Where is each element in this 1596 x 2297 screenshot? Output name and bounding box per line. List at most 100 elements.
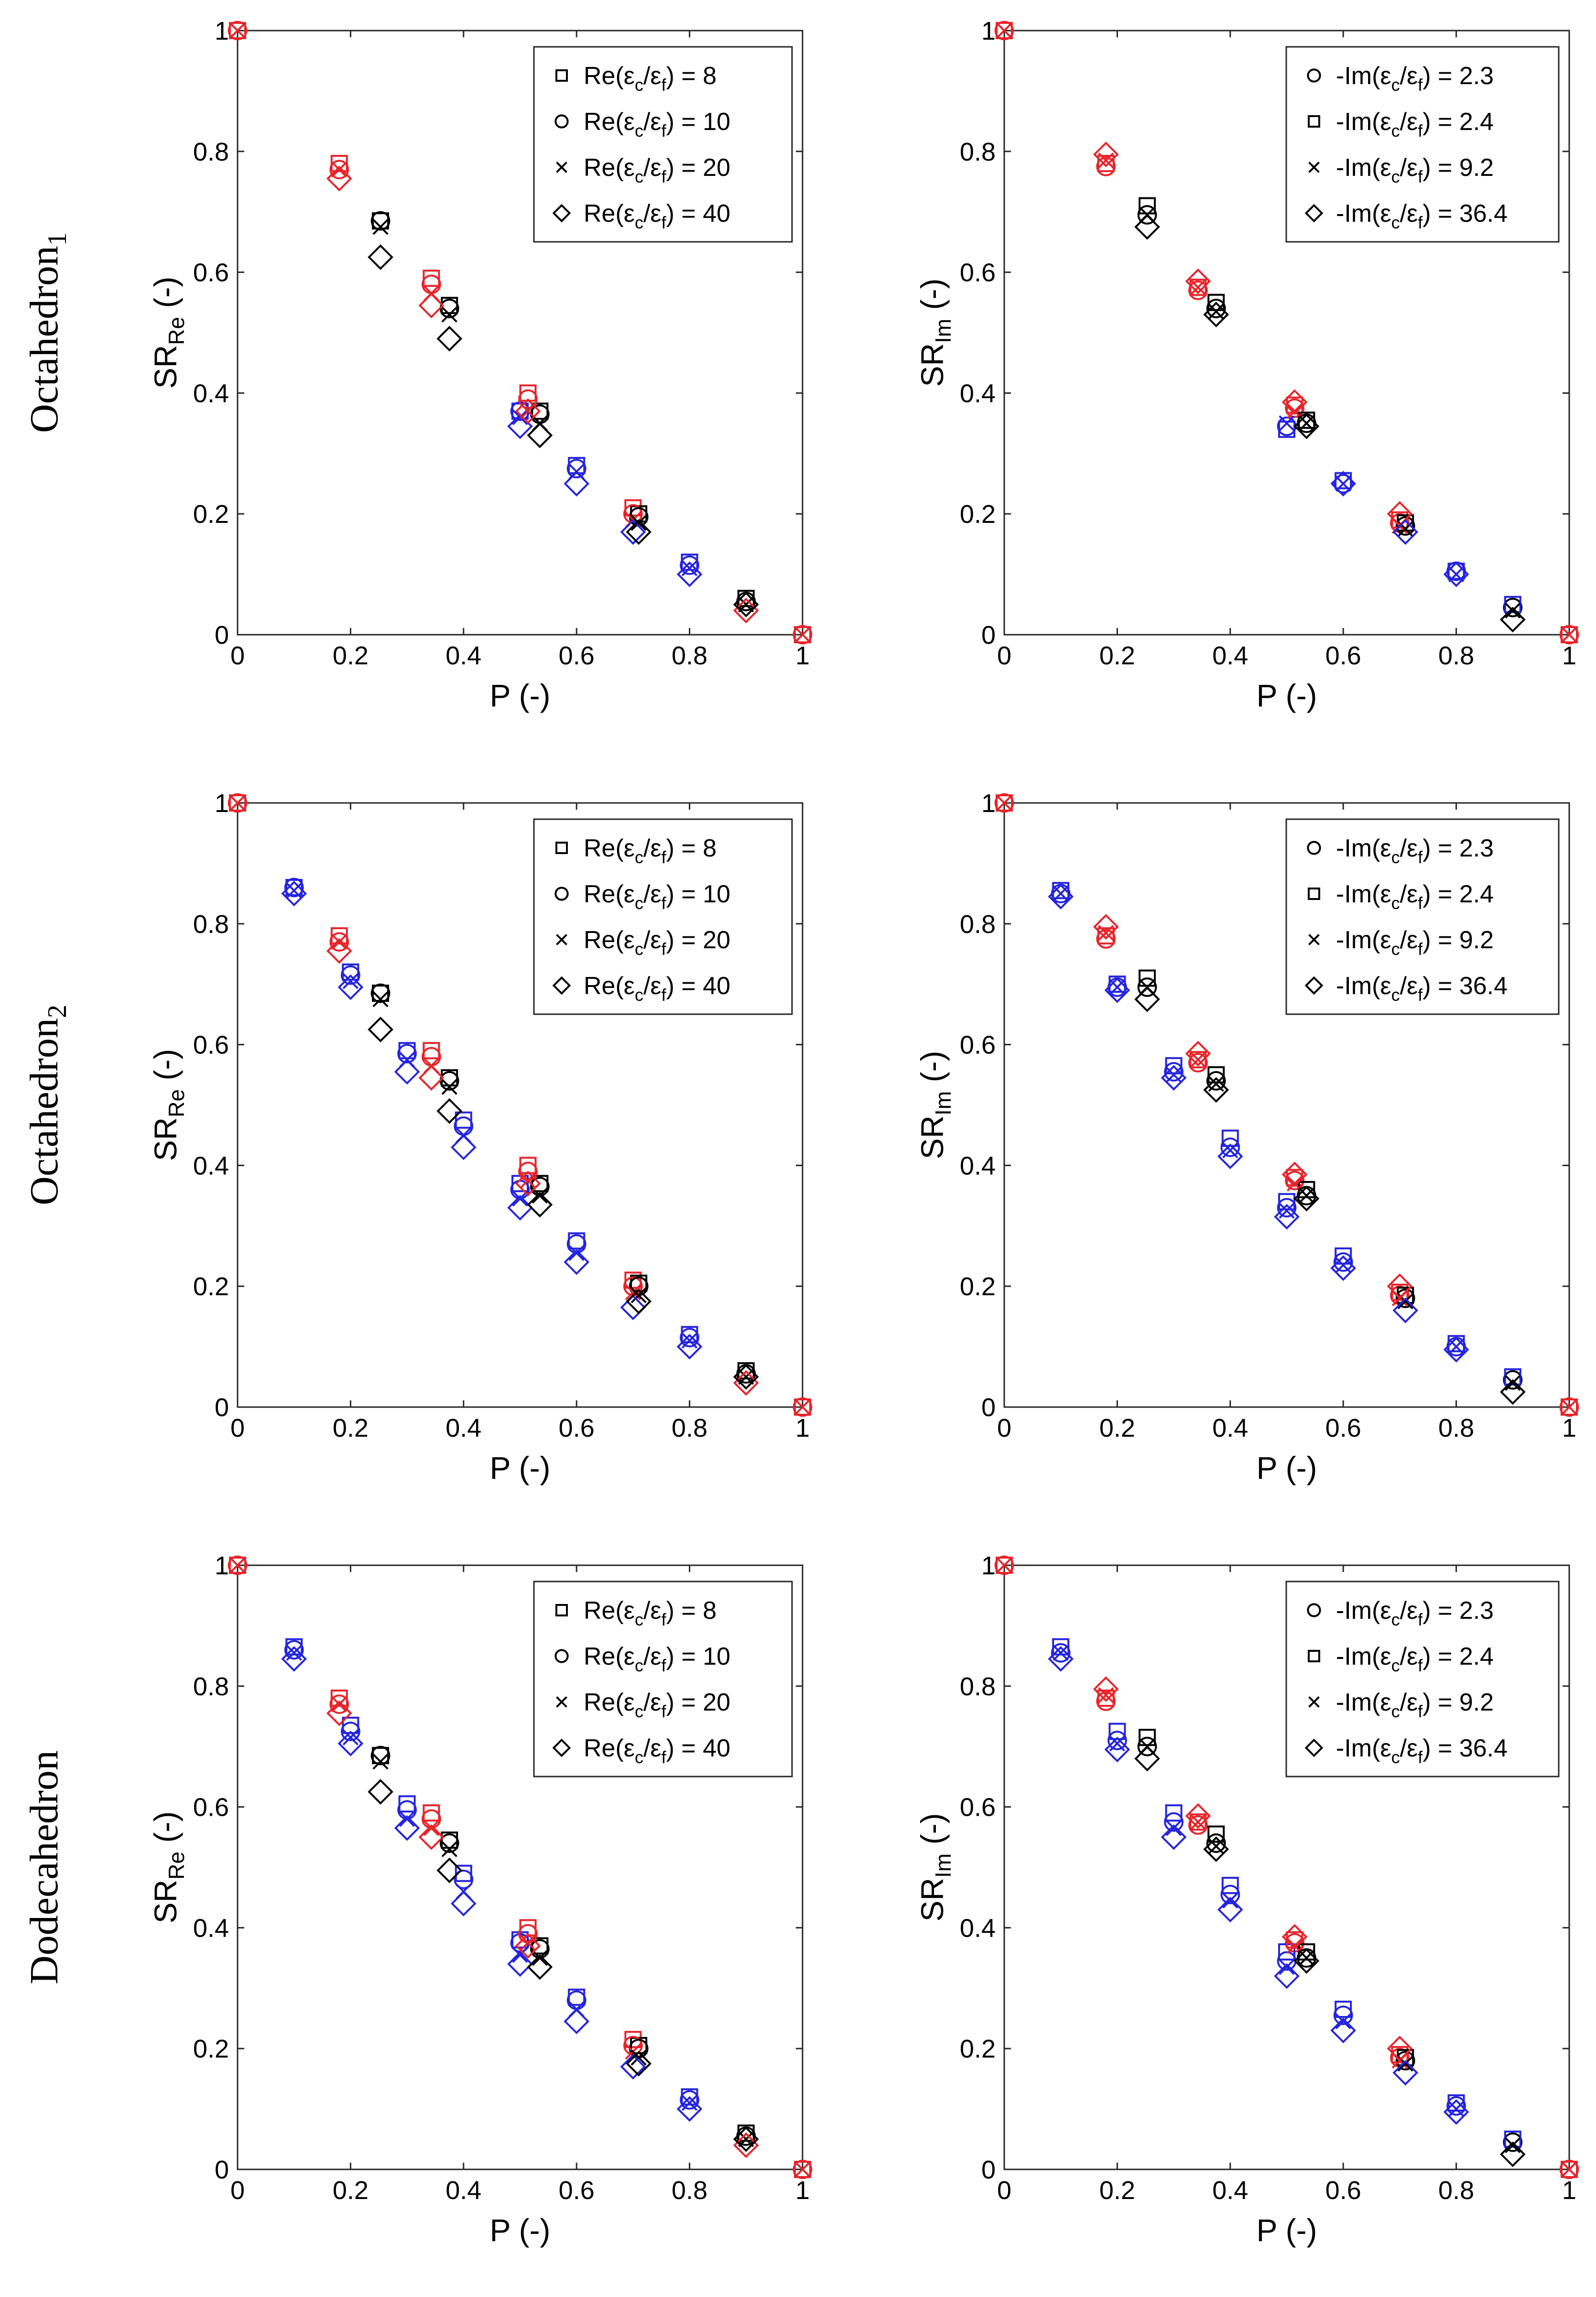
legend-text-subscript: c [1391,1701,1400,1721]
legend-text-mid: /ε [643,108,662,136]
data-point-x [1279,1959,1295,1975]
legend-entry: -Im(εc/εf) = 2.3 [1336,834,1494,867]
legend-text-subscript: c [1391,985,1400,1005]
data-point-diamond [1499,607,1526,633]
legend-text-subscript: f [1418,939,1423,959]
legend-text-suffix: ) = 10 [666,1643,730,1670]
legend-text-subscript: c [1391,1747,1400,1767]
legend-text-prefix: Re(ε [584,1597,635,1625]
data-point-x [286,1645,302,1661]
data-point-diamond [564,1249,590,1275]
data-point-circle [1137,205,1157,225]
legend-text-subscript: c [635,1701,643,1721]
legend-text-mid: /ε [643,154,662,182]
y-axis-label-subscript: Re [164,1852,189,1880]
data-point-diamond [394,1059,420,1085]
data-point-square [1278,421,1295,438]
chart-panel-1: 0 0.2 0.4 0.6 0.8 1 0 0.2 0.4 0.6 0.8 1 P (-) SRRe (-… [148,17,813,713]
data-point-x [1098,152,1114,169]
data-point-diamond [676,2096,703,2122]
data-point-x [229,1557,246,1573]
x-tick-label: 0 [997,641,1011,670]
data-point-diamond [733,597,759,624]
legend-text-subscript: f [662,1747,667,1767]
data-point-circle [1107,1731,1127,1750]
legend-text-mid: /ε [643,880,662,908]
data-point-square [1097,927,1115,945]
legend-text-subscript: f [662,121,667,141]
data-point-circle [341,965,360,985]
data-point-diamond [1185,1803,1211,1829]
legend-text-suffix: ) = 2.4 [1422,108,1494,136]
data-point-circle [994,1555,1014,1575]
legend-text-subscript: f [1418,1656,1423,1675]
x-tick-label: 0.2 [1099,641,1135,670]
data-point-diamond [626,2050,652,2077]
legend-text-prefix: Re(ε [584,62,635,90]
legend-marker-diamond [552,204,571,223]
data-point-circle [1206,1071,1226,1091]
data-point-x [1222,1892,1238,1909]
data-point-x [630,1287,647,1303]
data-point-circle [1206,299,1226,318]
legend-text-mid: /ε [1400,108,1418,136]
legend-text-prefix: -Im(ε [1336,1689,1391,1716]
x-tick-label: 0.8 [1438,1414,1474,1442]
series-square [996,1557,1578,2178]
data-point-diamond [676,1333,703,1360]
data-point-x [441,1841,457,1857]
data-point-x [794,627,811,643]
data-point-diamond [527,1192,553,1218]
legend-text-prefix: Re(ε [584,926,635,954]
legend-text-subscript: f [1418,1747,1423,1767]
legend-text-subscript: c [635,121,643,141]
legend-text-mid: /ε [1400,1689,1418,1716]
data-point-diamond [418,1065,445,1091]
legend-entry: -Im(εc/εf) = 9.2 [1336,1689,1494,1721]
legend-text-subscript: c [635,847,643,867]
data-point-diamond [450,1891,477,1917]
data-point-circle [1503,1370,1523,1390]
data-point-diamond [1330,1255,1357,1281]
legend-marker-square [555,69,568,82]
data-point-square [1052,882,1070,899]
x-tick-label: 0.2 [333,2176,369,2205]
data-point-x [512,409,528,425]
data-point-circle [1188,1053,1208,1073]
data-point-x [331,1696,347,1712]
data-point-square [372,212,390,230]
legend-text-mid: /ε [643,1689,662,1716]
legend-marker-circle [554,887,569,901]
data-point-diamond [436,325,463,352]
legend-text-prefix: -Im(ε [1336,200,1391,228]
legend-marker-circle [554,114,569,129]
row-label-3: Dodecahedron [22,1750,66,1984]
data-point-circle [1395,2051,1415,2070]
data-point-x [1279,415,1295,432]
legend-box [1285,818,1560,1015]
data-point-diamond [436,1857,463,1884]
legend-text-subscript: c [1391,121,1400,141]
data-point-diamond [515,1933,541,1959]
data-point-circle [1446,2096,1466,2116]
data-point-x [331,934,347,950]
legend-text-mid: /ε [643,1643,662,1670]
data-point-diamond [326,1700,352,1726]
y-tick-label: 0 [215,2156,229,2184]
legend-text-subscript: f [662,893,667,913]
legend-marker-diamond [552,1738,571,1757]
y-tick-label: 0.2 [193,1272,229,1301]
data-point-diamond [1185,1040,1211,1067]
data-point-circle [1395,1289,1415,1308]
data-point-x [532,1187,548,1204]
y-tick-label: 0.4 [960,1151,996,1180]
data-point-square [794,1398,811,1416]
x-tick-label: 0 [230,641,245,670]
legend-text-suffix: ) = 36.4 [1422,1734,1508,1762]
legend-text-prefix: -Im(ε [1336,1734,1391,1762]
x-tick-label: 0 [997,1414,1011,1442]
legend-marker-x [1308,1696,1320,1708]
data-point-circle [1220,1138,1240,1157]
data-point-x [229,22,246,39]
series-x [996,795,1577,1415]
